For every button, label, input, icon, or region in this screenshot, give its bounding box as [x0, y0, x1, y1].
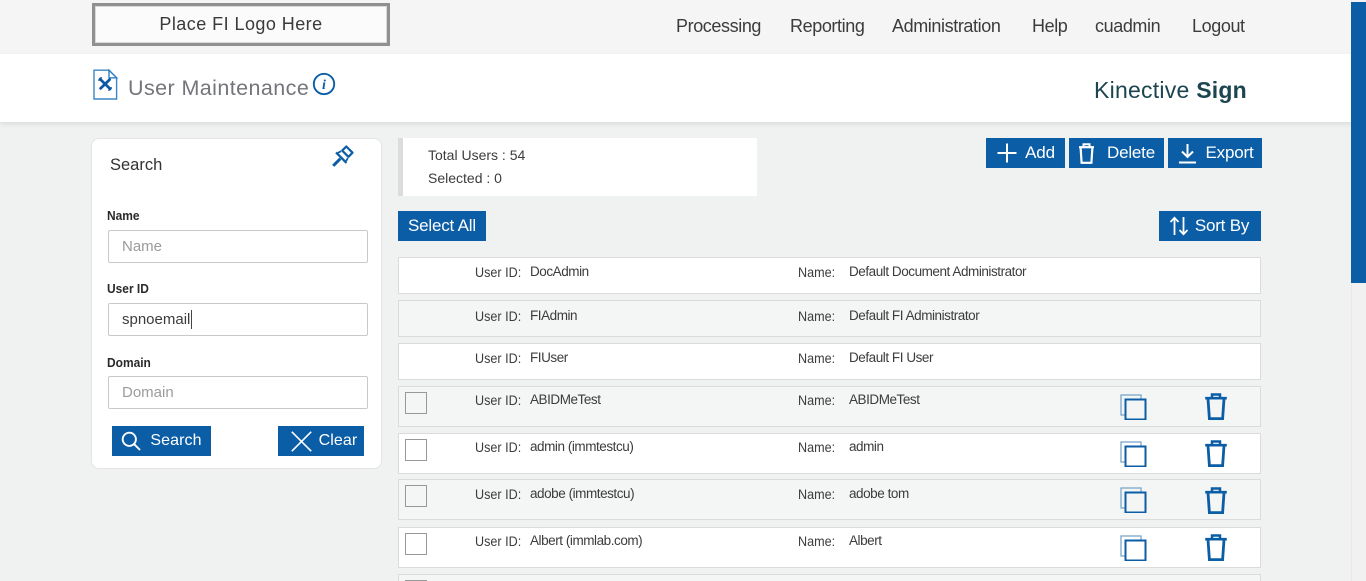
svg-text:i: i [322, 78, 326, 93]
